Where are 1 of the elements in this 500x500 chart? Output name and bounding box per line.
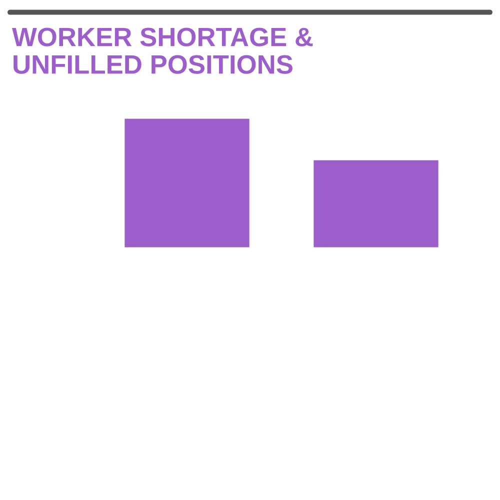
chart-title: WORKER SHORTAGE & UNFILLED POSITIONS xyxy=(12,28,313,74)
